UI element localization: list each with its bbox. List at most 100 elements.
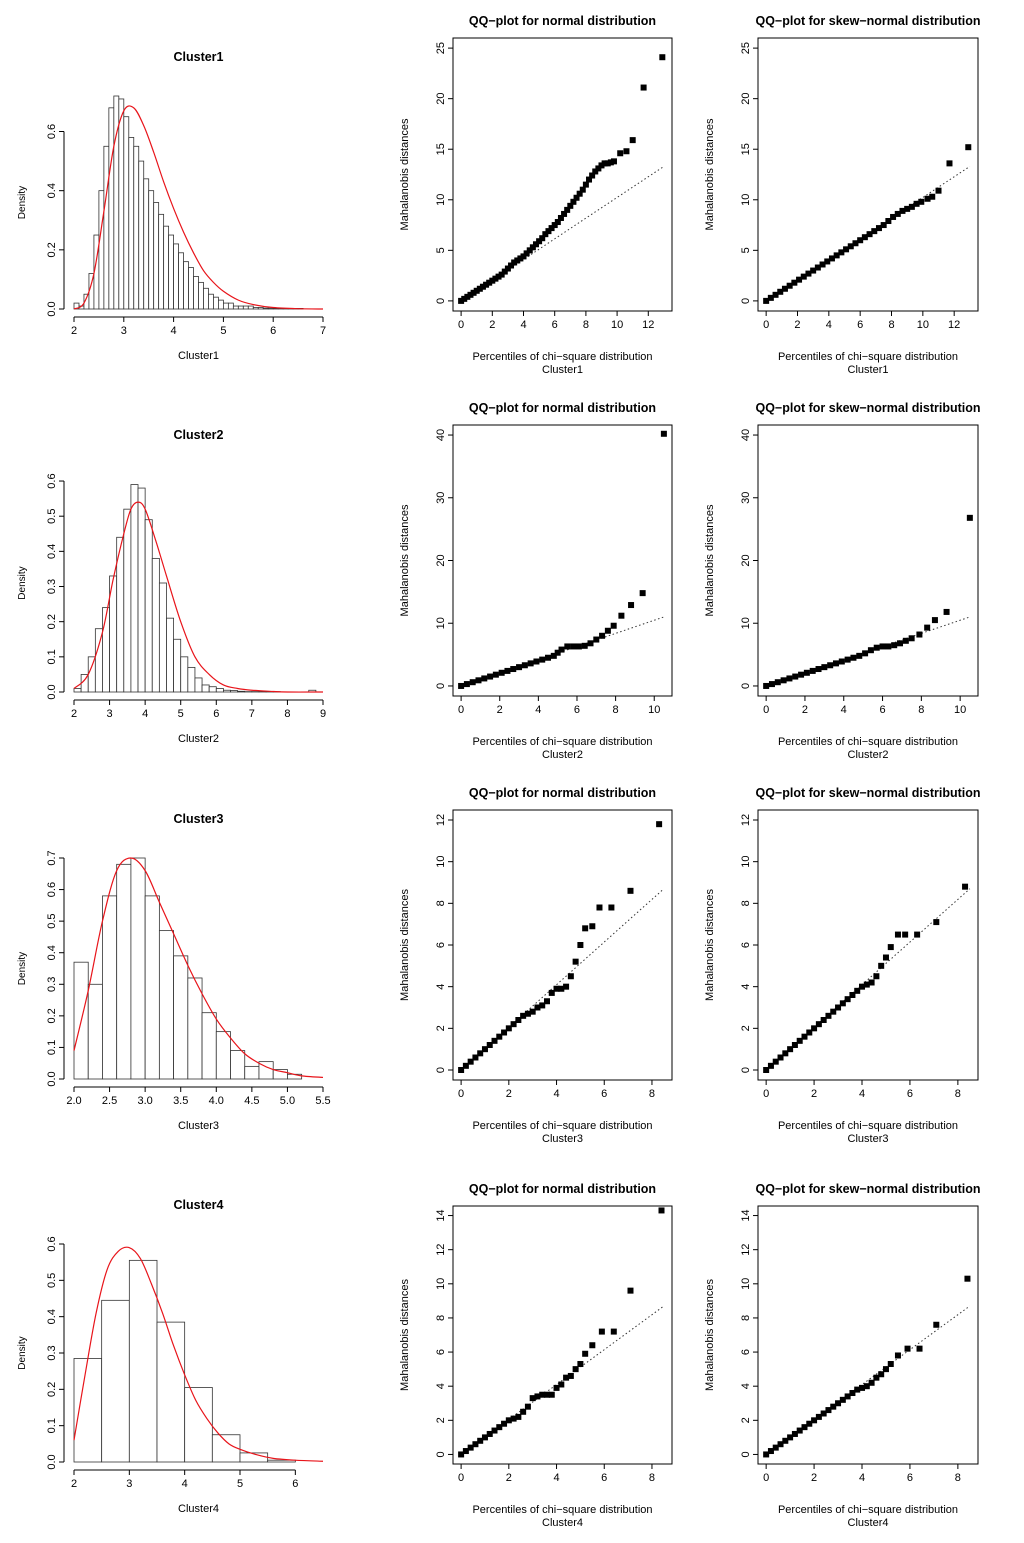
histogram-bar [247,305,254,310]
y-tick-label: 0.5 [46,1273,58,1288]
x-axis-label: Percentiles of chi−square distribution [778,351,958,363]
histogram-bar [272,308,279,310]
y-tick-label: 0.6 [46,1236,58,1251]
data-point [529,244,536,251]
data-point [763,1067,770,1073]
data-point [873,973,880,980]
data-point [863,1383,870,1390]
data-point [933,1321,940,1328]
x-tick-label: 3 [121,325,127,337]
histogram-bar [230,690,239,693]
y-tick-label: 0.4 [46,183,58,198]
data-point [491,1037,498,1044]
panel-hist2: Cluster2 2 3 4 5 6 7 8 9 0.0 0.1 0.2 0.3 0.4 0.5 0.6 Clu… [17,428,326,745]
data-point [572,1366,579,1373]
plot-frame [452,809,673,1081]
x-axis-sublabel: Cluster4 [848,1517,889,1529]
y-tick-label: 40 [740,429,752,441]
y-tick-label: 2 [740,1025,752,1031]
x-tick-label: 2.0 [66,1095,81,1107]
data-point [543,1391,550,1398]
data-point [768,681,775,688]
data-point [489,277,496,284]
histogram-bar [87,983,103,1080]
x-tick-label: 6 [552,319,558,331]
data-point [586,176,593,183]
histogram-bar [130,484,139,693]
histogram-bar [198,281,204,310]
x-tick-label: 0 [763,319,769,331]
histogram-bar [73,1358,103,1463]
data-point [658,1207,665,1214]
data-point [772,1058,779,1065]
data-point [931,617,938,624]
y-axis-label: Mahalanobis distances [399,118,411,230]
data-point [458,1451,465,1458]
data-point [511,259,518,266]
y-tick-label: 4 [740,984,752,990]
x-tick-label: 4 [520,319,526,331]
panel-hist4: Cluster4 2 3 4 5 6 0.0 0.1 0.2 0.3 0.4 0.5 0.6 Cluste… [17,1198,324,1515]
data-point [498,669,505,676]
data-point [496,1424,503,1431]
data-point [545,228,552,235]
data-point [610,622,617,629]
data-point [608,904,615,911]
histogram-bar [230,1050,246,1080]
y-tick-label: 15 [435,143,447,155]
chart-title: QQ−plot for normal distribution [469,401,656,415]
x-tick-label: 12 [948,319,960,331]
data-point [857,237,864,244]
data-point [830,1403,837,1410]
x-axis-label: Percentiles of chi−square distribution [472,1120,652,1132]
data-point [828,255,835,262]
data-point [918,198,925,205]
chart-title: QQ−plot for skew−normal distribution [755,786,980,800]
data-point [786,675,793,682]
y-axis-label: Mahalanobis distances [399,889,411,1001]
data-point [767,1448,774,1455]
data-point [623,148,630,155]
y-axis-label: Mahalanobis distances [704,118,716,230]
histogram-bar [187,977,203,1080]
data-point [539,235,546,242]
histogram-bar [193,276,199,310]
data-point [483,281,490,288]
data-point [514,257,521,264]
data-point [628,602,635,609]
x-tick-label: 12 [642,319,654,331]
data-point [545,654,552,661]
data-point [875,225,882,232]
data-point [887,1361,894,1368]
histogram-bar [153,202,160,310]
histogram-bar [101,1299,130,1463]
y-tick-label: 20 [435,554,447,566]
y-axis-label: Density [17,952,28,985]
y-tick-label: 0 [740,1451,752,1457]
data-point [575,643,582,650]
density-curve [73,857,324,1079]
data-point [819,261,826,268]
data-point [964,1275,971,1282]
data-point [916,1345,923,1352]
data-point [610,1328,617,1335]
data-point [796,276,803,283]
data-point [849,992,856,998]
data-point [935,187,942,194]
chart-title: Cluster4 [173,1198,223,1212]
x-axis-label: Cluster2 [178,733,219,745]
x-tick-label: 3 [126,1478,132,1490]
data-point [763,297,770,304]
y-tick-label: 0.2 [46,242,58,257]
data-point [517,255,524,262]
data-point [780,677,787,684]
data-point [573,194,580,201]
y-tick-label: 2 [435,1417,447,1423]
x-axis-sublabel: Cluster4 [542,1517,583,1529]
data-point [835,1400,842,1407]
data-point [880,222,887,229]
data-point [473,287,480,294]
data-point [821,664,828,671]
histogram-bar [102,607,110,693]
y-tick-label: 5 [435,247,447,253]
